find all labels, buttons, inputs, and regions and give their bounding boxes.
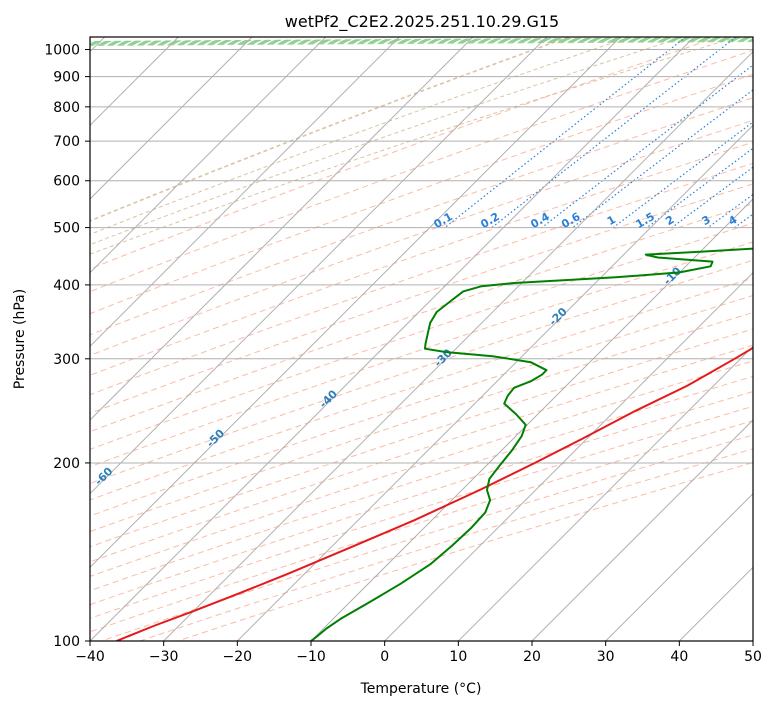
isotherms [90, 37, 753, 641]
dry-adiabat [90, 162, 753, 396]
y-tick-label: 500 [53, 221, 80, 237]
isotherm-line [384, 271, 753, 641]
dry-adiabat [90, 241, 753, 468]
x-tick-label: 40 [670, 649, 688, 665]
y-tick-label: 300 [53, 352, 80, 368]
isotherm-line [236, 124, 753, 641]
dry-adiabat [90, 277, 753, 501]
dry-adiabat [90, 183, 753, 414]
isotherm-line [90, 37, 474, 421]
dry-adiabat [90, 73, 753, 315]
dry-adiabat [90, 222, 753, 450]
y-tick-label: 900 [53, 70, 80, 86]
x-axis-ticks: −40 −30 −20 −10 0 10 20 30 40 50 [75, 641, 762, 665]
isotherm-line [90, 37, 253, 200]
dry-adiabat [90, 375, 753, 592]
isotherm-line [310, 198, 753, 641]
temperature-profile-line [116, 346, 753, 641]
isotherm-line [90, 37, 327, 274]
x-tick-label: 10 [449, 649, 467, 665]
theta-e-line [90, 37, 738, 255]
mixing-ratio-line [572, 89, 753, 229]
dry-adiabat [90, 360, 753, 577]
mixing-ratio-line [671, 166, 753, 229]
y-tick-label: 100 [53, 634, 80, 650]
isotherm-line [605, 492, 753, 641]
x-tick-label: −40 [75, 649, 105, 665]
isotherm-line [531, 419, 753, 641]
x-tick-label: −30 [149, 649, 179, 665]
x-tick-label: −10 [296, 649, 326, 665]
y-tick-label: 400 [53, 278, 80, 294]
x-tick-label: 30 [597, 649, 615, 665]
x-tick-label: 20 [523, 649, 541, 665]
theta-e-line [90, 37, 631, 235]
dry-adiabat [90, 328, 753, 548]
y-tick-label: 600 [53, 174, 80, 190]
x-tick-label: 0 [380, 649, 389, 665]
dry-adiabat [90, 49, 753, 293]
moist-adiabat [90, 39, 753, 45]
y-tick-label: 1000 [44, 43, 80, 59]
y-axis-label: Pressure (hPa) [12, 289, 28, 389]
isotherm-line [90, 37, 548, 495]
isotherm-line [90, 37, 695, 641]
pressure-gridlines [90, 49, 753, 641]
isotherm-line [163, 50, 753, 641]
theta-e-line [90, 37, 684, 246]
theta-e-line [90, 37, 569, 222]
plot-background-lines [90, 37, 753, 641]
y-tick-label: 200 [53, 456, 80, 472]
moist-adiabats [90, 37, 753, 47]
chart-title: wetPf2_C2E2.2025.251.10.29.G15 [285, 12, 559, 32]
x-tick-label: −20 [223, 649, 253, 665]
profiles [116, 247, 753, 641]
y-tick-label: 700 [53, 134, 80, 150]
isotherm-line [90, 37, 621, 569]
theta-e-lines [90, 37, 738, 255]
dry-adiabat [90, 141, 753, 376]
plot-frame [89, 36, 754, 642]
dewpoint-profile-line [310, 247, 753, 641]
y-axis-ticks: 100 200 300 400 500 600 700 800 900 1000 [44, 43, 90, 650]
x-axis-label: Temperature (°C) [360, 681, 482, 697]
x-tick-label: 50 [744, 649, 762, 665]
dry-adiabat [90, 311, 753, 533]
mixing-ratio-lines [444, 37, 753, 229]
mixing-ratio-line [541, 64, 753, 229]
isotherm-line [457, 345, 753, 641]
isotherm-line [90, 37, 400, 348]
y-tick-label: 800 [53, 100, 80, 116]
dry-adiabat [90, 97, 753, 336]
